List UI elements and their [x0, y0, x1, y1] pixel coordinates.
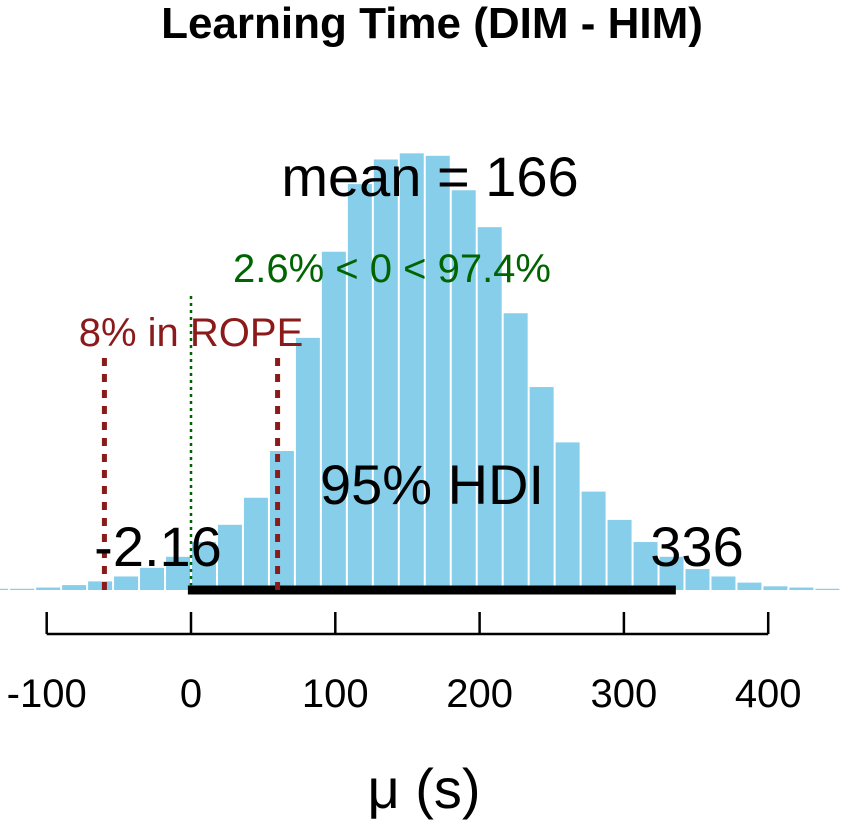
histogram-bar	[477, 227, 502, 590]
rope-label: 8% in ROPE	[79, 311, 304, 355]
x-axis-label: μ (s)	[367, 757, 480, 820]
x-tick-label: 300	[591, 672, 658, 716]
x-axis: -100 0 100 200 300 400	[7, 612, 802, 716]
histogram-bar	[217, 524, 242, 590]
histogram-bar	[114, 576, 139, 590]
chart-annotations	[101, 296, 676, 595]
histogram-bar	[295, 337, 320, 590]
histogram-bar	[192, 542, 216, 590]
histogram-bar	[529, 387, 554, 590]
mean-label: mean = 166	[281, 145, 578, 208]
histogram-bar	[399, 153, 424, 590]
histogram-bar	[711, 576, 736, 590]
x-tick-label: 0	[180, 672, 202, 716]
histogram-bar	[10, 588, 35, 590]
histogram-bar	[0, 588, 9, 590]
histogram-bar	[373, 159, 398, 590]
histogram-bar	[62, 585, 87, 590]
comp-value-label: 2.6% < 0 < 97.4%	[233, 247, 551, 291]
x-tick-label: 400	[735, 672, 802, 716]
histogram-bar	[815, 588, 840, 590]
histogram-bar	[140, 567, 165, 590]
x-tick-label: -100	[7, 672, 87, 716]
histogram-bar	[269, 451, 294, 590]
hdi-label: 95% HDI	[320, 453, 544, 516]
histogram-bar	[607, 519, 632, 590]
hdi-high-label: 336	[650, 515, 743, 578]
histogram-bar	[243, 497, 268, 590]
histogram-bar	[581, 491, 606, 590]
histogram-bar	[451, 190, 476, 590]
histogram-bar	[425, 155, 450, 590]
histogram-bar	[321, 251, 346, 590]
histogram-bar	[88, 581, 113, 590]
chart-title: Learning Time (DIM - HIM)	[161, 0, 703, 48]
histogram-bar	[633, 542, 658, 590]
histogram-bar	[659, 556, 684, 590]
histogram-bar	[763, 586, 788, 590]
histogram-bar	[737, 582, 762, 590]
histogram-bar	[503, 313, 528, 590]
histogram-bar	[166, 556, 190, 590]
x-tick-label: 100	[302, 672, 369, 716]
histogram-bar	[36, 587, 61, 590]
histogram-bar	[555, 442, 580, 590]
histogram-bar	[347, 184, 372, 590]
histogram-bar	[685, 569, 710, 590]
x-tick-label: 200	[446, 672, 513, 716]
histogram-bars	[0, 153, 840, 590]
histogram-bar	[789, 587, 814, 590]
hdi-low-label: -2.16	[94, 515, 222, 578]
